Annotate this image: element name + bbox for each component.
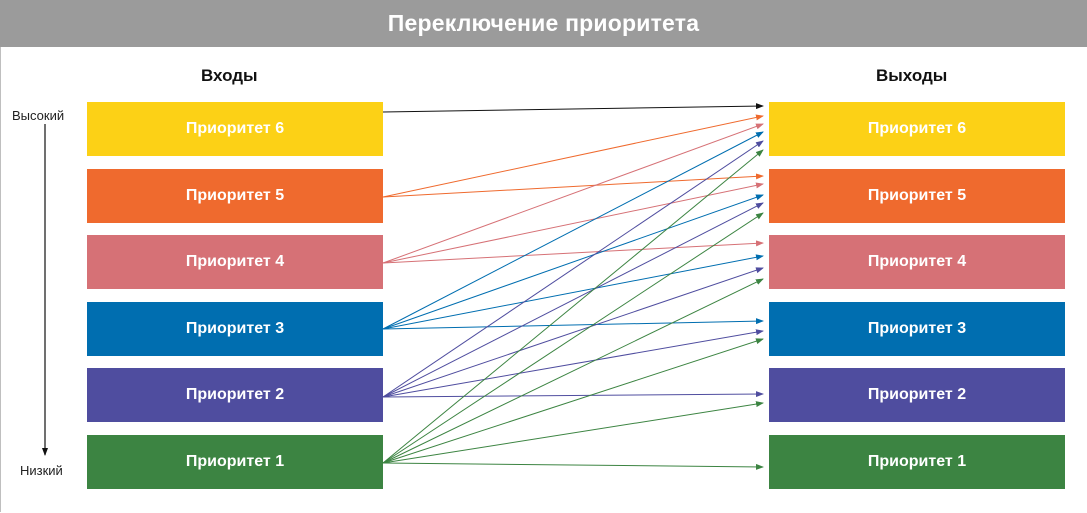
input-priority-3: Приоритет 3 [87, 302, 383, 356]
input-priority-5-label: Приоритет 5 [185, 187, 285, 204]
input-priority-1-label: Приоритет 1 [185, 453, 285, 470]
output-priority-3: Приоритет 3 [769, 302, 1065, 356]
page-title: Переключение приоритета [387, 10, 700, 36]
outputs-header: Выходы [876, 66, 948, 85]
input-priority-6: Приоритет 6 [87, 102, 383, 156]
title-bar: Переключение приоритета [0, 0, 1087, 47]
input-priority-4-label: Приоритет 4 [185, 253, 285, 270]
output-priority-5: Приоритет 5 [769, 169, 1065, 223]
input-priority-1: Приоритет 1 [87, 435, 383, 489]
input-priority-5: Приоритет 5 [87, 169, 383, 223]
output-priority-6-label: Приоритет 6 [867, 120, 967, 137]
output-priority-4: Приоритет 4 [769, 235, 1065, 289]
input-priority-6-label: Приоритет 6 [185, 120, 285, 137]
output-priority-1: Приоритет 1 [769, 435, 1065, 489]
input-priority-2-label: Приоритет 2 [185, 386, 285, 403]
inputs-header: Входы [201, 66, 258, 85]
output-priority-2: Приоритет 2 [769, 368, 1065, 422]
output-priority-1-label: Приоритет 1 [867, 453, 967, 470]
high-priority-label: Высокий [12, 108, 65, 123]
output-priority-6: Приоритет 6 [769, 102, 1065, 156]
input-priority-3-label: Приоритет 3 [185, 320, 285, 337]
output-priority-4-label: Приоритет 4 [867, 253, 967, 270]
input-priority-4: Приоритет 4 [87, 235, 383, 289]
low-priority-label: Низкий [20, 463, 63, 478]
output-priority-3-label: Приоритет 3 [867, 320, 967, 337]
output-priority-2-label: Приоритет 2 [867, 386, 967, 403]
input-priority-2: Приоритет 2 [87, 368, 383, 422]
output-priority-5-label: Приоритет 5 [867, 187, 967, 204]
